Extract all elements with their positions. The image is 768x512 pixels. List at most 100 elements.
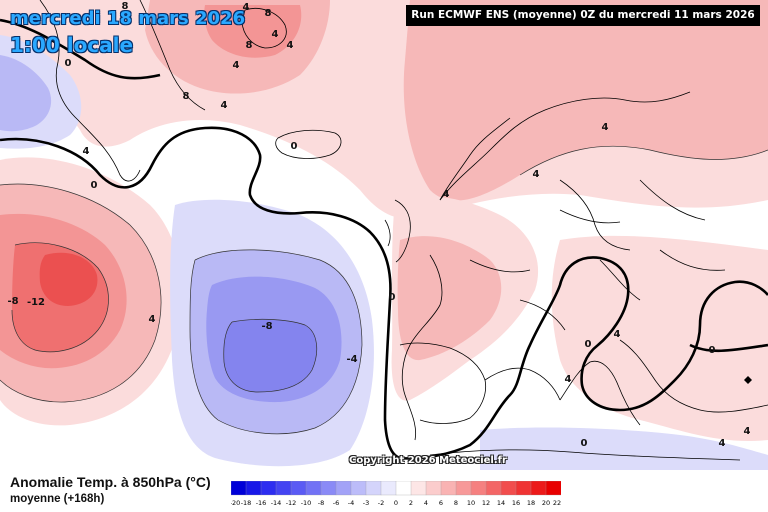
- contour-label: 8: [122, 1, 129, 12]
- forecast-date-title: mercredi 18 mars 2026: [10, 8, 246, 29]
- legend-tick: -10: [301, 499, 312, 507]
- warm-anomaly-field: [0, 0, 768, 441]
- contour-warm-4: [0, 183, 162, 403]
- contour-label: 0: [291, 141, 298, 152]
- cold-mediterranean: [480, 427, 768, 470]
- coast-greenland: [39, 0, 141, 182]
- coast-svalbard: [241, 8, 287, 49]
- legend-swatch: [530, 481, 547, 496]
- legend-tick: -4: [348, 499, 354, 507]
- coast-iceland: [275, 129, 342, 159]
- coast-norway: [439, 117, 511, 201]
- contour-label: 8: [265, 8, 272, 19]
- contour-label: 4: [533, 169, 540, 180]
- legend-swatch: [380, 481, 397, 496]
- cold-atlantic-core: [223, 319, 317, 392]
- contour-label: 4: [233, 60, 240, 71]
- legend-tick: -18: [241, 499, 252, 507]
- legend-tick: -12: [286, 499, 297, 507]
- contour-label: -8: [7, 296, 18, 307]
- coast-scandinavia: [439, 91, 691, 201]
- legend-swatch: [470, 481, 487, 496]
- contour-label: 4: [221, 100, 228, 111]
- contour-label: 4: [744, 426, 751, 437]
- legend-swatch: [231, 481, 247, 496]
- coast-europe-west: [401, 254, 443, 441]
- legend-tick: -16: [256, 499, 267, 507]
- legend-swatch: [455, 481, 472, 496]
- anomaly-contours: [0, 145, 768, 435]
- legend-tick: 18: [527, 499, 535, 507]
- parameter-subtitle: moyenne (+168h): [10, 493, 105, 505]
- contour-label: 0: [581, 438, 588, 449]
- legend-swatch: [290, 481, 307, 496]
- legend-tick: -14: [271, 499, 282, 507]
- copyright-notice: Copyright 2026 Meteociel.fr: [349, 455, 507, 466]
- legend-swatch: [350, 481, 367, 496]
- coast-baltic: [559, 179, 631, 251]
- contour-label: -4: [346, 354, 357, 365]
- contour-label: 8: [183, 91, 190, 102]
- legend-tick: -2: [378, 499, 384, 507]
- legend-tick-labels: -20-18-16-14-12-10-8-6-4-3-2024681012141…: [231, 499, 561, 507]
- contour-label: 4: [243, 2, 250, 13]
- legend-swatch: [440, 481, 457, 496]
- legend-tick: 0: [394, 499, 398, 507]
- legend-swatch: [485, 481, 502, 496]
- parameter-title: Anomalie Temp. à 850hPa (°C): [10, 474, 211, 490]
- legend-swatch: [365, 481, 382, 496]
- zero-line-east: [689, 343, 768, 353]
- contour-label: 4: [565, 374, 572, 385]
- legend-tick: -20: [231, 499, 240, 507]
- warm-atlantic-core: [39, 252, 98, 306]
- legend-swatch: [335, 481, 352, 496]
- warm-arctic-core: [204, 5, 302, 58]
- coast-balkans: [619, 339, 768, 413]
- legend-tick: 2: [409, 499, 413, 507]
- legend-swatch: [305, 481, 322, 496]
- contour-label: 4: [602, 122, 609, 133]
- contour-cold-8: [223, 318, 318, 393]
- legend-footer: Anomalie Temp. à 850hPa (°C) moyenne (+1…: [0, 470, 768, 512]
- coast-france-med: [484, 367, 561, 401]
- contour-label: 0: [91, 180, 98, 191]
- zero-line-main: [0, 126, 768, 460]
- legend-swatch: [425, 481, 442, 496]
- contour-label: 0: [65, 58, 72, 69]
- contour-label: 4: [614, 329, 621, 340]
- contour-label: 4: [443, 189, 450, 200]
- coastlines: [39, 0, 768, 461]
- contour-label: 4: [287, 40, 294, 51]
- coast-greenland-east: [139, 0, 206, 111]
- color-scale-legend: -20-18-16-14-12-10-8-6-4-3-2024681012141…: [231, 481, 561, 507]
- legend-tick: 14: [497, 499, 505, 507]
- legend-swatch: [245, 481, 262, 496]
- zero-line-nw: [0, 18, 161, 80]
- legend-tick: 4: [424, 499, 428, 507]
- forecast-time-label: 1:00 locale: [10, 33, 134, 57]
- legend-tick: 6: [439, 499, 443, 507]
- legend-swatches: [231, 481, 561, 496]
- cold-nw-core: [0, 55, 52, 132]
- contour-label: 4: [719, 438, 726, 449]
- contour-label: 4: [272, 29, 279, 40]
- legend-swatch: [320, 481, 337, 496]
- legend-swatch: [545, 481, 561, 496]
- cold-anomaly-field: [0, 35, 768, 470]
- legend-swatch: [260, 481, 277, 496]
- legend-tick: 20: [542, 499, 550, 507]
- contour-label: 4: [149, 314, 156, 325]
- legend-tick: 10: [467, 499, 475, 507]
- contour-label: 0: [389, 292, 396, 303]
- legend-tick: 8: [454, 499, 458, 507]
- legend-tick: 12: [482, 499, 490, 507]
- contour-label: 0: [709, 345, 716, 356]
- contour-cold-4: [189, 249, 363, 435]
- coast-north-africa: [429, 449, 741, 461]
- borders-europe-2: [559, 179, 726, 271]
- contour-label: 0: [585, 339, 592, 350]
- contour-label: -8: [261, 321, 272, 332]
- island-marker: [744, 376, 752, 384]
